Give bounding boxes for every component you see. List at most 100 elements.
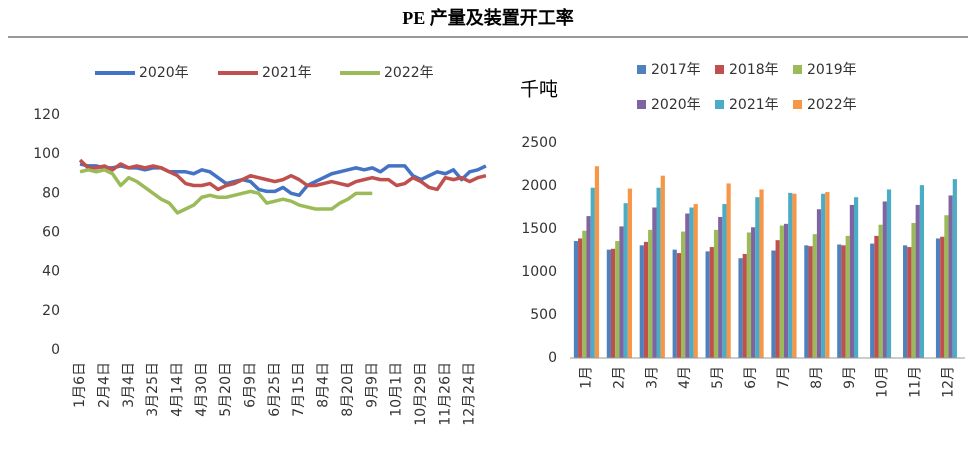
x-tick-label: 6月25日 [267, 362, 283, 417]
bar [783, 223, 789, 358]
bar [693, 204, 698, 358]
bar [853, 197, 859, 358]
bar [594, 166, 600, 358]
bar [606, 249, 611, 358]
bar [660, 175, 665, 358]
x-tick-label: 7月 [776, 366, 792, 389]
x-tick-label: 12月24日 [462, 362, 478, 426]
x-tick-label: 8月 [809, 366, 825, 389]
y-tick-label: 120 [33, 107, 60, 123]
x-tick-label: 7月15日 [291, 362, 307, 417]
legend-label: 2017年 [651, 62, 701, 78]
bar [643, 241, 649, 358]
x-tick-label: 3月25日 [145, 362, 161, 417]
y-tick-label: 100 [33, 146, 60, 162]
legend-swatch [637, 65, 646, 74]
bar [751, 227, 756, 358]
x-tick-label: 1月 [578, 366, 594, 389]
bar [812, 234, 817, 358]
x-tick-label: 6月9日 [243, 362, 259, 408]
bar [676, 253, 682, 358]
bar [940, 236, 945, 358]
bar [788, 192, 793, 358]
bar [713, 229, 719, 358]
x-tick-label: 2月4日 [96, 362, 112, 408]
x-tick-label: 4月14日 [169, 362, 185, 417]
x-tick-label: 10月 [875, 366, 891, 398]
bar [615, 241, 620, 358]
legend-label: 2019年 [807, 62, 857, 78]
bar [738, 258, 743, 358]
bar [742, 253, 747, 358]
bar [639, 245, 644, 358]
x-tick-label: 5月 [710, 366, 726, 389]
bar [779, 225, 784, 358]
y-tick-label: 0 [51, 342, 60, 358]
bar [935, 238, 941, 358]
bar [907, 247, 912, 358]
x-tick-label: 5月20日 [218, 362, 234, 417]
y-tick-label: 2000 [521, 178, 557, 194]
bar [582, 230, 587, 358]
bar [746, 232, 752, 358]
x-tick-label: 1月6日 [72, 362, 88, 408]
bar [656, 187, 661, 358]
bar [825, 192, 830, 358]
bar [849, 204, 854, 358]
legend-swatch [715, 65, 724, 74]
x-tick-label: 2月 [611, 366, 627, 389]
bar [878, 224, 883, 358]
x-tick-label: 3月4日 [121, 362, 137, 408]
legend-label: 2018年 [729, 62, 779, 78]
bar [648, 229, 653, 358]
bar [685, 213, 690, 358]
y-tick-label: 500 [530, 307, 557, 323]
bar [915, 204, 920, 358]
x-tick-label: 9月9日 [364, 362, 380, 408]
bar [882, 201, 887, 358]
bar [619, 226, 624, 358]
bar [586, 216, 591, 358]
legend-label: 2021年 [262, 65, 312, 81]
bar [573, 241, 579, 358]
bar [610, 248, 616, 358]
x-tick-label: 6月 [743, 366, 759, 389]
bar [652, 207, 657, 358]
bar [804, 245, 809, 358]
bar [775, 240, 780, 358]
series-line [78, 158, 487, 192]
y-tick-label: 1000 [521, 264, 557, 280]
bar [672, 249, 677, 358]
bar [759, 189, 764, 358]
y-tick-label: 20 [42, 303, 60, 319]
y-tick-label: 40 [42, 264, 60, 280]
legend-swatch [793, 100, 802, 109]
x-tick-label: 10月29日 [413, 362, 429, 426]
bar [816, 209, 822, 358]
bar [792, 193, 797, 358]
bar [944, 215, 949, 358]
legend-label: 2021年 [729, 97, 779, 113]
x-tick-label: 9月 [842, 366, 858, 389]
x-tick-label: 3月 [644, 366, 660, 389]
bar [911, 222, 916, 358]
y-axis-label: 千吨 [520, 79, 558, 101]
bar [808, 246, 813, 358]
bar [821, 193, 826, 358]
bar [718, 216, 723, 358]
legend-swatch [793, 65, 802, 74]
legend-label: 2022年 [384, 65, 434, 81]
x-tick-label: 10月1日 [389, 362, 405, 417]
bar [726, 183, 731, 358]
bar [870, 243, 875, 358]
y-tick-label: 2500 [521, 135, 557, 151]
bar [755, 197, 760, 358]
x-tick-label: 4月30日 [194, 362, 210, 417]
x-tick-label: 8月4日 [316, 362, 332, 408]
bar [845, 235, 850, 358]
series-line [79, 168, 373, 215]
x-tick-label: 4月 [677, 366, 693, 389]
x-tick-label: 12月 [941, 366, 957, 398]
bar [886, 189, 892, 358]
